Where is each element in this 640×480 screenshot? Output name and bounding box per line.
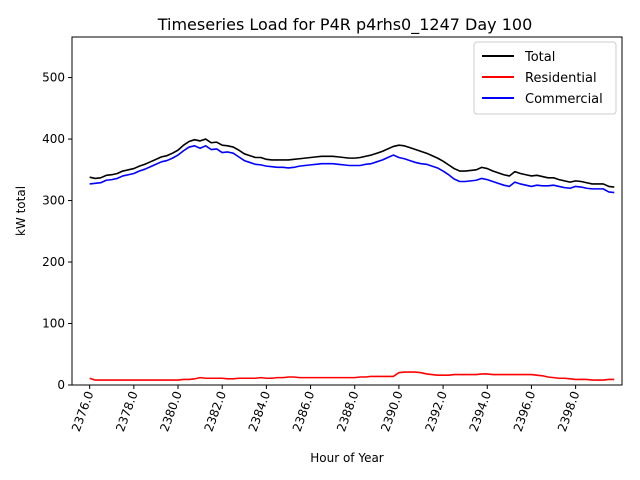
y-tick-label: 300 xyxy=(42,194,65,208)
x-tick-label: 2382.0 xyxy=(201,389,229,433)
x-tick-label: 2386.0 xyxy=(290,389,318,433)
y-tick-label: 200 xyxy=(42,255,65,269)
x-axis-label: Hour of Year xyxy=(310,451,384,465)
chart-title: Timeseries Load for P4R p4rhs0_1247 Day … xyxy=(157,15,533,35)
x-tick-label: 2380.0 xyxy=(157,389,185,433)
x-tick-label: 2398.0 xyxy=(555,389,583,433)
x-axis: 2376.0 2378.0 2380.0 2382.0 2384.0 2386.0 2388… xyxy=(69,385,582,433)
y-tick-label: 500 xyxy=(42,71,65,85)
legend: Total Residential Commercial xyxy=(473,41,617,115)
x-tick-label: 2378.0 xyxy=(113,389,141,433)
y-tick-label: 100 xyxy=(42,317,65,331)
x-tick-label: 2396.0 xyxy=(511,389,539,433)
series-lines xyxy=(89,138,615,381)
legend-label-total: Total xyxy=(524,50,555,65)
x-tick-label: 2390.0 xyxy=(378,389,406,433)
series-line-total xyxy=(89,138,615,188)
x-tick-label: 2376.0 xyxy=(69,389,97,433)
series-line-commercial xyxy=(89,145,615,194)
x-tick-label: 2394.0 xyxy=(467,389,495,433)
legend-label-commercial: Commercial xyxy=(525,92,603,107)
x-tick-label: 2384.0 xyxy=(246,389,274,433)
series-line-residential xyxy=(89,371,615,381)
y-tick-label: 400 xyxy=(42,132,65,146)
y-axis: 0 100 200 300 400 500 xyxy=(42,71,72,392)
x-tick-label: 2388.0 xyxy=(334,389,362,433)
legend-frame xyxy=(473,41,617,115)
y-axis-label: kW total xyxy=(14,186,28,236)
y-tick-label: 0 xyxy=(57,378,65,392)
legend-label-residential: Residential xyxy=(525,71,597,86)
x-tick-label: 2392.0 xyxy=(422,389,450,433)
